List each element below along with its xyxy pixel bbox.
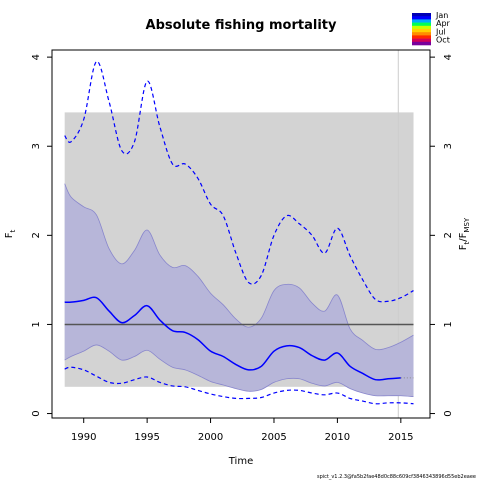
legend-label: Jan — [435, 11, 448, 20]
y-axis-right-title-main: F — [458, 244, 469, 250]
y-right-tick-label: 2 — [443, 232, 454, 238]
x-axis: 1990 1995 2000 2005 2010 2015 — [71, 418, 414, 443]
x-tick-label: 1990 — [71, 432, 96, 443]
legend-label: Jul — [435, 27, 446, 36]
legend-color-swatch — [412, 32, 431, 36]
x-tick-label: 2005 — [261, 432, 286, 443]
x-tick-label: 1995 — [134, 432, 159, 443]
legend-label: Oct — [436, 36, 450, 45]
legend-color-swatch — [412, 22, 431, 27]
legend-color-swatch — [412, 16, 431, 20]
y-axis-right-title: Ft/FMSY — [458, 217, 471, 250]
x-tick-label: 2000 — [198, 432, 223, 443]
y-right-tick-label: 1 — [443, 321, 454, 327]
y-axis-left-title-main: F — [4, 232, 15, 238]
f-estimate-line — [64, 296, 401, 381]
legend-color-swatch — [412, 19, 431, 23]
y-axis-right-title-den-sub: MSY — [463, 217, 471, 232]
plot-frame — [51, 49, 431, 419]
legend-color-swatch — [412, 41, 431, 46]
f-ci-lower-edge — [64, 344, 414, 398]
y-axis-left-title-sub: t — [9, 229, 17, 232]
legend-label: Apr — [436, 19, 451, 28]
y-axis-right-title-den: F — [458, 232, 469, 238]
y-axis-left-title: Ft — [4, 229, 17, 238]
legend-color-swatch — [412, 29, 431, 33]
y-left-tick-label: 4 — [31, 54, 42, 60]
ffmsy-upper-dashed-line — [64, 60, 414, 303]
y-axis-right-title-sub: t — [463, 241, 471, 244]
chart-title: Absolute fishing mortality — [146, 18, 337, 33]
y-right-tick-label: 0 — [443, 410, 454, 416]
y-left-tick-label: 1 — [31, 321, 42, 327]
f-ci-upper-edge — [64, 183, 414, 351]
plot-area — [64, 50, 414, 418]
legend-color-swatch — [412, 35, 431, 39]
y-left-tick-label: 3 — [31, 143, 42, 149]
x-axis-title: Time — [228, 456, 253, 467]
legend-color-swatch — [412, 25, 431, 30]
y-axis-left: 0 1 2 3 4 — [31, 54, 52, 417]
y-left-tick-label: 0 — [31, 410, 42, 416]
y-left-tick-label: 2 — [31, 232, 42, 238]
ffmsy-lower-dashed-line — [64, 366, 414, 405]
y-right-tick-label: 4 — [443, 54, 454, 60]
x-tick-label: 2015 — [388, 432, 413, 443]
footer-version: spict_v1.2.3@fa5b2fae48d0c88c609cf384634… — [317, 474, 476, 480]
y-axis-right: 0 1 2 3 4 — [430, 54, 454, 417]
y-axis-right-title-slash: / — [458, 238, 469, 242]
legend-color-swatch — [412, 38, 431, 43]
legend-color-swatch — [412, 13, 431, 17]
x-tick-label: 2010 — [325, 432, 350, 443]
y-right-tick-label: 3 — [443, 143, 454, 149]
